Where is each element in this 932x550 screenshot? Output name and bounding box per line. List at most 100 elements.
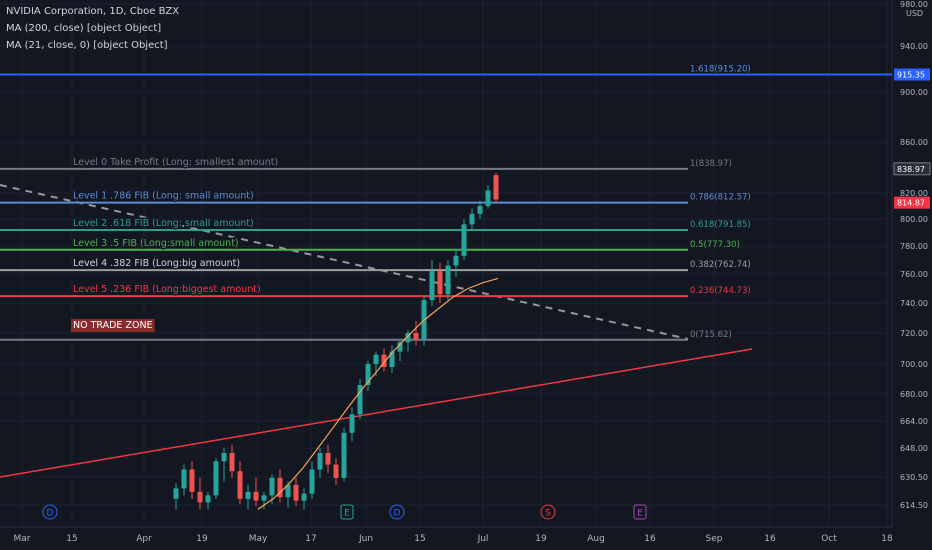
candle-body[interactable] [293, 484, 299, 501]
candle-body[interactable] [309, 469, 315, 494]
event-marker-letter: D [394, 509, 401, 519]
candle-body[interactable] [429, 271, 435, 301]
price-tick-label: 720.00 [900, 329, 928, 338]
candle-body[interactable] [301, 493, 307, 501]
candle-body[interactable] [245, 491, 251, 499]
time-tick-label: Sep [706, 534, 723, 544]
candle-body[interactable] [453, 255, 459, 266]
ma200-legend[interactable]: MA (200, close) [object Object] [6, 23, 162, 34]
price-tick-label: 800.00 [900, 215, 928, 224]
candle-body[interactable] [197, 491, 203, 503]
fib-level-label: Level 2 .618 FIB (Long: small amount) [73, 218, 254, 229]
time-tick-label: 18 [881, 534, 893, 544]
time-tick-label: 15 [414, 534, 425, 544]
fib-ratio-label: 0.5(777.30) [690, 240, 740, 250]
candle-body[interactable] [205, 495, 211, 503]
candle-body[interactable] [229, 452, 235, 472]
support-trendline[interactable] [0, 348, 753, 478]
fib-ratio-label: 0.382(762.74) [690, 260, 751, 270]
candle-body[interactable] [437, 271, 443, 295]
event-marker-letter: E [637, 509, 643, 519]
time-tick-label: Jun [358, 534, 373, 544]
candle-body[interactable] [397, 342, 403, 352]
fib-level-label: Level 1 .786 FIB (Long: small amount) [73, 191, 254, 202]
candle-body[interactable] [389, 351, 395, 367]
price-tick-label: 940.00 [900, 42, 928, 51]
candle-body[interactable] [469, 213, 475, 225]
price-axis-panel [892, 0, 932, 550]
price-tick-label: 614.50 [900, 501, 928, 510]
price-unit-label: USD [906, 9, 923, 18]
event-marker-letter: E [344, 509, 350, 519]
price-tick-label: 900.00 [900, 88, 928, 97]
event-marker-letter: S [545, 509, 551, 519]
event-marker-split[interactable] [540, 504, 556, 520]
event-marker-earnings[interactable] [340, 504, 354, 520]
fib-extension-price-tag [894, 68, 930, 81]
candle-body[interactable] [285, 484, 291, 498]
candle-body[interactable] [405, 333, 411, 343]
candle-body[interactable] [365, 364, 371, 385]
event-marker-letter: D [47, 509, 54, 519]
candle-body[interactable] [317, 452, 323, 470]
fib-ratio-label: 1(838.97) [690, 159, 732, 169]
candle-body[interactable] [221, 452, 227, 462]
candle-body[interactable] [325, 452, 331, 465]
event-marker-earnings[interactable] [633, 504, 647, 520]
price-tick-label: 680.00 [900, 390, 928, 399]
fib-price-tag-text: 838.97 [897, 165, 925, 174]
fib-level-label: Level 5 .236 FIB (Long:biggest amount) [73, 284, 261, 295]
candle-body[interactable] [445, 265, 451, 295]
ma21-legend[interactable]: MA (21, close, 0) [object Object] [6, 40, 168, 51]
event-marker-dividend[interactable] [42, 504, 58, 520]
candle-body[interactable] [493, 175, 499, 200]
resistance-trendline-dashed[interactable] [0, 184, 689, 340]
candle-body[interactable] [333, 464, 339, 478]
no-trade-zone-box [71, 319, 155, 332]
time-tick-label: Jul [477, 534, 489, 544]
price-tick-label: 780.00 [900, 242, 928, 251]
candle-body[interactable] [485, 190, 491, 206]
candle-body[interactable] [213, 461, 219, 496]
event-marker-dividend[interactable] [389, 504, 405, 520]
time-tick-label: 16 [764, 534, 776, 544]
candle-body[interactable] [189, 469, 195, 492]
fib-ratio-label: 0.786(812.57) [690, 193, 751, 203]
fib-ratio-label: 0(715.62) [690, 330, 732, 340]
fib-price-tag-text: 814.87 [897, 199, 925, 208]
time-tick-label: 19 [535, 534, 547, 544]
candle-body[interactable] [341, 432, 347, 478]
candle-body[interactable] [413, 333, 419, 340]
fib-extension-label: 1.618(915.20) [690, 65, 751, 75]
fib-price-tag [894, 196, 930, 209]
time-tick-label: Mar [14, 534, 31, 544]
candle-body[interactable] [253, 491, 259, 501]
time-tick-label: 16 [644, 534, 656, 544]
candle-body[interactable] [461, 224, 467, 256]
symbol-legend[interactable]: NVIDIA Corporation, 1D, Cboe BZX [6, 6, 180, 17]
time-tick-label: Apr [136, 534, 152, 544]
candle-body[interactable] [357, 385, 363, 415]
time-tick-label: 19 [196, 534, 208, 544]
price-tick-label: 760.00 [900, 270, 928, 279]
candle-body[interactable] [373, 354, 379, 364]
candle-body[interactable] [277, 477, 283, 498]
candle-body[interactable] [181, 469, 187, 489]
candle-body[interactable] [269, 477, 275, 496]
price-tick-label: 740.00 [900, 299, 928, 308]
candle-body[interactable] [381, 354, 387, 367]
candle-body[interactable] [477, 206, 483, 214]
candle-body[interactable] [349, 414, 355, 433]
ma21-line[interactable] [257, 277, 499, 510]
time-tick-label: Aug [587, 534, 605, 544]
price-tick-label: 700.00 [900, 360, 928, 369]
candle-body[interactable] [173, 488, 179, 499]
fib-level-label: Level 3 .5 FIB (Long:small amount) [73, 238, 239, 249]
fib-level-label: Level 0 Take Profit (Long: smallest amou… [73, 157, 278, 168]
candle-body[interactable] [261, 495, 267, 501]
time-tick-label: May [249, 534, 268, 544]
candle-body[interactable] [237, 471, 243, 499]
fib-ratio-label: 0.236(744.73) [690, 286, 751, 296]
